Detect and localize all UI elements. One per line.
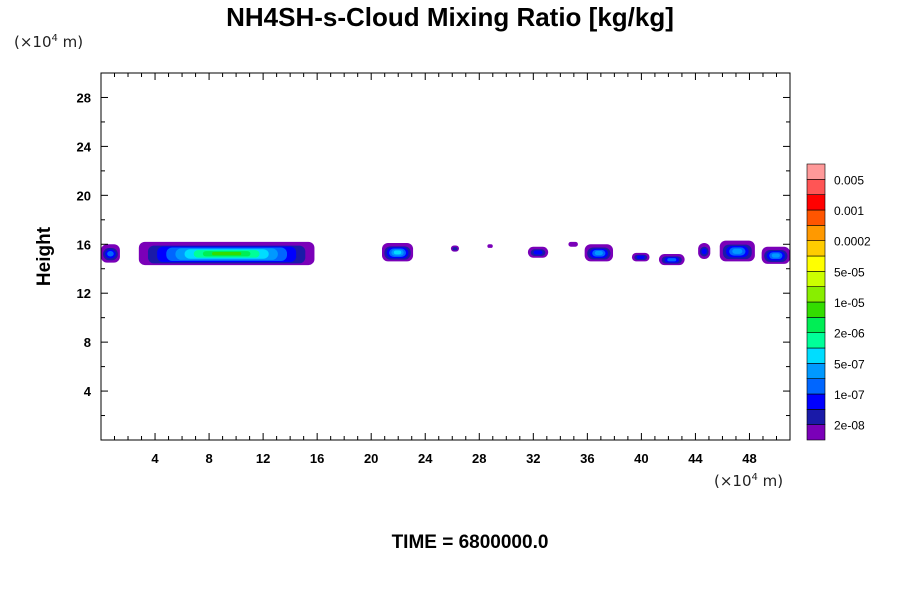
x-tick-label: 28	[472, 451, 486, 466]
x-tick-label: 20	[364, 451, 378, 466]
colorbar-swatch	[806, 240, 826, 257]
x-tick-label: 12	[256, 451, 270, 466]
colorbar-swatch	[806, 347, 826, 364]
cloud-4-level-0	[487, 244, 493, 248]
colorbar-label: 0.001	[834, 204, 864, 218]
colorbar-swatch	[806, 409, 826, 425]
colorbar-swatch	[806, 163, 826, 180]
colorbar-swatch	[806, 301, 826, 318]
y-tick-label: 8	[84, 335, 91, 350]
cloud-8-level-2	[636, 255, 645, 259]
y-tick-label: 4	[84, 384, 92, 399]
y-tick-label: 20	[77, 188, 91, 203]
cloud-12-level-4	[771, 253, 780, 258]
x-tick-label: 32	[526, 451, 540, 466]
cloud-0-level-3	[107, 251, 114, 257]
plot-frame	[100, 72, 791, 441]
x-tick-label: 24	[418, 451, 433, 466]
colorbar-swatch	[806, 271, 826, 287]
x-tick-label: 44	[688, 451, 703, 466]
colorbar-label: 5e-05	[834, 265, 865, 279]
x-tick-label: 40	[634, 451, 648, 466]
colorbar-swatch	[806, 363, 826, 379]
colorbar-label: 0.005	[834, 173, 864, 187]
cloud-2-level-5	[393, 250, 402, 255]
cloud-10-level-2	[701, 248, 707, 255]
chart-title: NH4SH-s-Cloud Mixing Ratio [kg/kg]	[226, 2, 674, 32]
colorbar-swatch	[806, 225, 826, 241]
colorbar-label: 0.0002	[834, 235, 871, 249]
colorbar-swatch	[806, 255, 826, 272]
y-tick-label: 28	[77, 90, 91, 105]
cloud-1-level-8	[212, 251, 242, 256]
y-axis-unit: (×104 m)	[14, 33, 84, 51]
cloud-9-level-3	[667, 258, 677, 262]
colorbar-label: 1e-05	[834, 296, 865, 310]
x-tick-label: 48	[742, 451, 756, 466]
x-tick-label: 8	[205, 451, 212, 466]
time-label: TIME = 6800000.0	[391, 532, 549, 553]
x-tick-label: 16	[310, 451, 324, 466]
x-axis-unit: (×104 m)	[714, 472, 784, 490]
x-tick-label: 4	[151, 451, 159, 466]
colorbar-swatch	[806, 317, 826, 333]
cloud-field	[101, 240, 790, 266]
cloud-7-level-4	[594, 250, 603, 256]
cloud-3-level-1	[452, 247, 458, 251]
y-tick-label: 16	[77, 237, 91, 252]
colorbar-swatch	[806, 179, 826, 195]
colorbar-label: 2e-08	[834, 419, 865, 433]
colorbar-swatch	[806, 424, 826, 441]
colorbar-swatch	[806, 393, 826, 410]
y-axis-label: Height	[34, 226, 55, 286]
colorbar-swatch	[806, 332, 826, 349]
y-tick-label: 12	[77, 286, 91, 301]
colorbar-label: 2e-06	[834, 327, 865, 341]
colorbar-label: 1e-07	[834, 388, 865, 402]
colorbar-swatch	[806, 378, 826, 395]
cloud-11-level-4	[732, 248, 743, 254]
y-tick-label: 24	[77, 139, 92, 154]
colorbar-swatch	[806, 209, 826, 226]
x-tick-label: 36	[580, 451, 594, 466]
colorbar-swatch	[806, 286, 826, 303]
cloud-5-level-2	[533, 250, 543, 255]
cloud-6-level-0	[568, 241, 578, 247]
colorbar-label: 5e-07	[834, 357, 865, 371]
colorbar-swatch	[806, 194, 826, 211]
